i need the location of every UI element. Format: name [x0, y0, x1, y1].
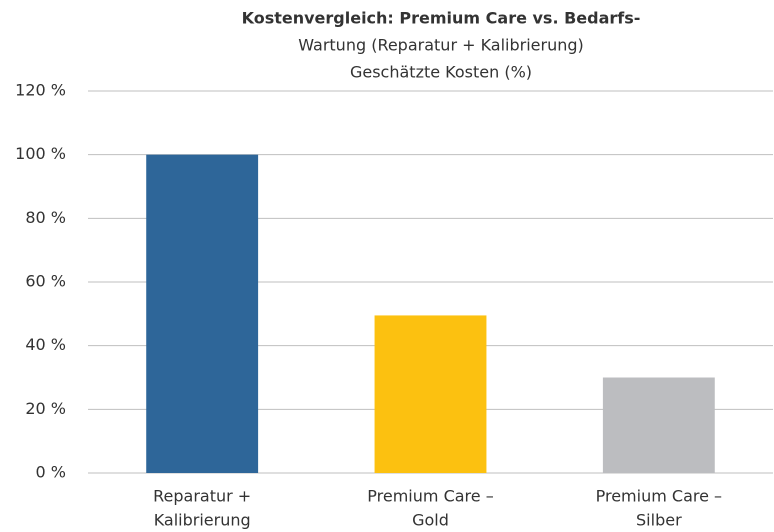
x-tick-label: Gold — [412, 511, 449, 530]
bar — [146, 154, 259, 473]
y-tick-label: 80 % — [25, 208, 66, 227]
x-tick-label: Premium Care – — [596, 487, 722, 506]
x-tick-label: Reparatur + — [153, 487, 251, 506]
y-tick-label: 100 % — [15, 144, 66, 163]
chart-title: Kostenvergleich: Premium Care vs. Bedarf… — [242, 9, 641, 28]
chart-subtitle: Geschätzte Kosten (%) — [350, 63, 532, 82]
y-tick-label: 40 % — [25, 335, 66, 354]
bar — [374, 315, 487, 473]
y-tick-label: 0 % — [36, 463, 66, 482]
x-tick-label: Kalibrierung — [154, 511, 251, 530]
y-tick-label: 120 % — [15, 81, 66, 100]
x-tick-label: Premium Care – — [367, 487, 493, 506]
bar — [602, 377, 715, 473]
chart-subtitle: Wartung (Reparatur + Kalibrierung) — [298, 36, 584, 55]
x-tick-label: Silber — [636, 511, 682, 530]
y-tick-label: 20 % — [25, 399, 66, 418]
y-tick-label: 60 % — [25, 272, 66, 291]
